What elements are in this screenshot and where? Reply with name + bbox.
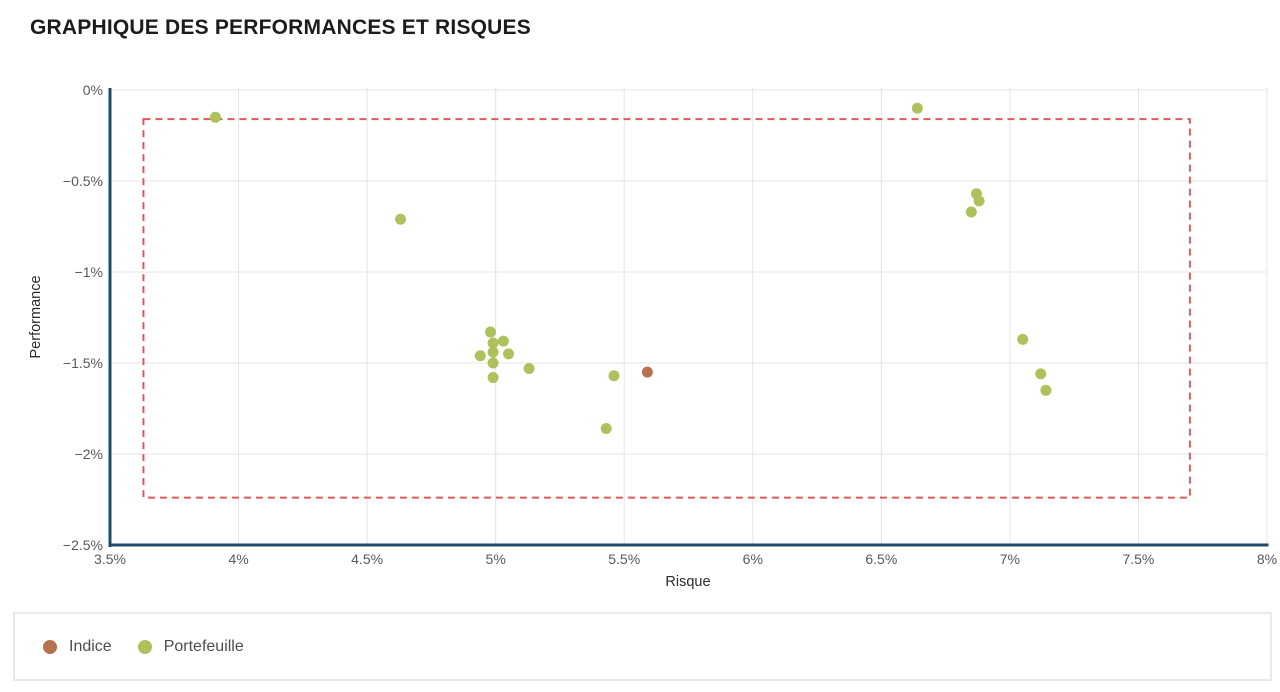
portefeuille-point[interactable] bbox=[911, 102, 923, 114]
legend-item-portefeuille[interactable]: Portefeuille bbox=[137, 637, 244, 656]
portefeuille-point[interactable] bbox=[485, 326, 497, 338]
gridlines bbox=[110, 88, 1268, 545]
legend-label: Indice bbox=[69, 637, 112, 655]
legend-label: Portefeuille bbox=[163, 637, 244, 655]
portefeuille-point[interactable] bbox=[608, 370, 620, 382]
portefeuille-point[interactable] bbox=[1040, 384, 1052, 396]
y-tick-label: −2.5% bbox=[63, 537, 103, 553]
chart-legend: Indice Portefeuille bbox=[13, 612, 1272, 681]
tick-labels: 3.5% 4% 4.5% 5% 5.5% 6% 6.5% 7% 7.5% 8% 0% −0.5% −1%… bbox=[63, 82, 1277, 567]
x-tick-label: 7% bbox=[1000, 551, 1020, 567]
chart-title: GRAPHIQUE DES PERFORMANCES ET RISQUES bbox=[30, 16, 531, 39]
portefeuille-point[interactable] bbox=[1035, 368, 1047, 380]
portefeuille-point[interactable] bbox=[600, 423, 612, 435]
x-tick-label: 8% bbox=[1257, 551, 1277, 567]
x-tick-label: 6.5% bbox=[865, 551, 897, 567]
indice-legend-dot-icon bbox=[43, 639, 57, 654]
legend-item-indice[interactable]: Indice bbox=[43, 638, 112, 656]
x-tick-label: 4% bbox=[228, 551, 248, 567]
x-tick-label: 6% bbox=[743, 551, 763, 567]
x-tick-label: 4.5% bbox=[351, 551, 383, 567]
x-tick-label: 5.5% bbox=[608, 551, 640, 567]
portefeuille-point[interactable] bbox=[1017, 333, 1029, 345]
x-tick-label: 5% bbox=[486, 551, 506, 567]
portefeuille-point[interactable] bbox=[965, 206, 977, 218]
portefeuille-point[interactable] bbox=[487, 372, 499, 384]
portefeuille-point[interactable] bbox=[474, 350, 486, 362]
y-tick-label: 0% bbox=[83, 82, 103, 98]
portefeuille-point[interactable] bbox=[973, 195, 985, 207]
risk-bounds-dashed-box bbox=[142, 118, 1191, 499]
axes bbox=[108, 88, 1269, 547]
portefeuille-point[interactable] bbox=[487, 346, 499, 358]
y-tick-label: −1.5% bbox=[63, 355, 103, 371]
x-tick-label: 7.5% bbox=[1122, 551, 1154, 567]
y-axis-title: Performance bbox=[28, 275, 44, 358]
portefeuille-point[interactable] bbox=[395, 213, 407, 225]
indice-point[interactable] bbox=[641, 366, 653, 378]
scatter-plot: 3.5% 4% 4.5% 5% 5.5% 6% 6.5% 7% 7.5% 8% 0% −0.5% −1%… bbox=[28, 82, 1277, 590]
y-tick-label: −2% bbox=[75, 446, 103, 462]
portefeuille-point[interactable] bbox=[503, 348, 515, 360]
portefeuille-point[interactable] bbox=[487, 357, 499, 369]
x-axis-title: Risque bbox=[665, 574, 710, 590]
x-tick-label: 3.5% bbox=[94, 551, 126, 567]
portefeuille-legend-dot-icon bbox=[137, 639, 152, 654]
portefeuille-point[interactable] bbox=[209, 111, 221, 123]
risk-bounds-box-layer bbox=[142, 118, 1191, 499]
portefeuille-point[interactable] bbox=[497, 335, 509, 347]
portefeuille-point[interactable] bbox=[523, 362, 535, 374]
data-points-layer bbox=[209, 102, 1052, 435]
y-tick-label: −0.5% bbox=[63, 173, 103, 189]
portefeuille-point[interactable] bbox=[487, 337, 499, 349]
y-tick-label: −1% bbox=[75, 264, 103, 280]
